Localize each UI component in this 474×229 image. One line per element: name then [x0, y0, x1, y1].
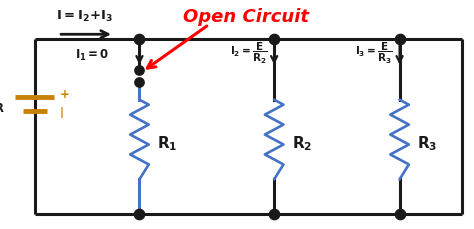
Point [270, 38, 278, 41]
Text: $\mathbf{R_3}$: $\mathbf{R_3}$ [417, 134, 438, 153]
Point [136, 81, 143, 84]
Point [396, 38, 403, 41]
Text: $\mathbf{R_2}$: $\mathbf{R_2}$ [292, 134, 312, 153]
Text: $\mathbf{R_1}$: $\mathbf{R_1}$ [157, 134, 178, 153]
Text: $\mathbf{I_2{=}\dfrac{E}{R_2}}$: $\mathbf{I_2{=}\dfrac{E}{R_2}}$ [230, 41, 267, 65]
Text: $\mathbf{I_3{=}\dfrac{E}{R_3}}$: $\mathbf{I_3{=}\dfrac{E}{R_3}}$ [355, 41, 392, 65]
Text: $\mathbf{E_R}$: $\mathbf{E_R}$ [0, 94, 5, 114]
Point [136, 68, 143, 71]
Text: $\mathbf{I{=}I_2{+}I_3}$: $\mathbf{I{=}I_2{+}I_3}$ [56, 9, 113, 24]
Text: +: + [60, 88, 70, 101]
Text: $\mathbf{I_1{=}0}$: $\mathbf{I_1{=}0}$ [75, 48, 109, 63]
Text: |: | [60, 107, 64, 118]
Text: Open Circuit: Open Circuit [183, 8, 310, 26]
Point [396, 212, 403, 216]
Point [270, 212, 278, 216]
Point [136, 212, 143, 216]
Point [136, 38, 143, 41]
